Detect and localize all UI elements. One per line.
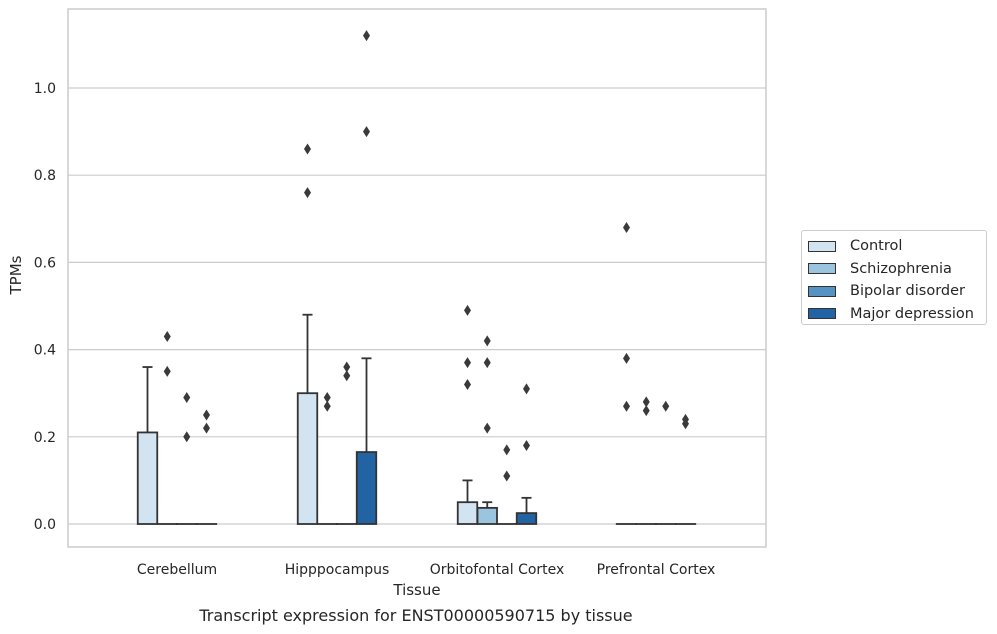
bar [476,506,498,525]
y-tick-labels: 0.0 0.2 0.4 0.6 0.8 1.0 [34,81,56,533]
legend-item-schizophrenia: Schizophrenia [808,258,986,281]
y-tick-label: 0.0 [34,517,56,533]
legend-item-control: Control [808,235,986,258]
outlier-point [623,352,630,364]
y-tick-label: 0.4 [34,343,56,359]
legend-label-bipolar-disorder: Bipolar disorder [850,283,965,300]
legend-swatch-schizophrenia [808,263,836,275]
outlier-point [203,422,210,434]
outlier-point [343,361,351,373]
outlier-point [464,304,471,316]
outlier-point [183,431,191,443]
legend-label-schizophrenia: Schizophrenia [850,260,952,277]
outlier-point [163,331,171,343]
x-tick-labels: Cerebellum Hipppocampus Orbitofontal Corte… [137,562,715,578]
outlier-point [323,392,331,404]
bar [515,512,538,525]
bars [136,313,697,525]
plot-frame [67,8,767,548]
legend: Control Schizophrenia Bipolar disorder M… [801,230,987,325]
outlier-points [163,30,689,482]
outlier-point [523,440,530,452]
outlier-point [623,400,630,412]
x-tick-label: Prefrontal Cortex [597,562,716,578]
figure-caption: Transcript expression for ENST0000059071… [199,606,633,625]
outlier-point [304,143,311,155]
legend-swatch-control [808,240,836,252]
outlier-point [183,392,191,404]
y-tick-label: 0.6 [34,255,56,271]
outlier-point [203,409,210,421]
outlier-point [163,365,171,377]
x-tick-label: Orbitofontal Cortex [430,562,565,578]
legend-swatch-major-depression [808,308,836,320]
outlier-point [623,222,630,234]
x-tick-label: Cerebellum [137,562,217,578]
x-axis-label: Tissue [392,581,440,599]
y-tick-label: 1.0 [34,81,56,97]
y-axis-label: TPMs [7,255,25,295]
outlier-point [304,187,311,199]
outlier-point [682,413,689,425]
outlier-point [464,378,471,390]
bar [136,431,159,525]
outlier-point [343,370,351,382]
bar [355,451,378,525]
outlier-point [363,30,370,42]
bar [456,501,479,525]
outlier-point [483,357,491,369]
outlier-point [662,400,670,412]
outlier-point [323,400,331,412]
y-tick-label: 0.2 [34,430,56,446]
legend-item-bipolar-disorder: Bipolar disorder [808,280,986,303]
x-tick-label: Hipppocampus [285,562,390,578]
outlier-point [483,335,491,347]
outlier-point [523,383,530,395]
outlier-point [503,470,511,482]
legend-swatch-bipolar-disorder [808,285,836,297]
outlier-point [363,126,370,138]
bar [296,392,319,525]
legend-label-control: Control [850,238,903,255]
legend-item-major-depression: Major depression [808,303,986,326]
y-tick-label: 0.8 [34,168,56,184]
outlier-point [503,444,511,456]
outlier-point [642,405,650,417]
outlier-point [642,396,650,408]
outlier-point [483,422,491,434]
legend-label-major-depression: Major depression [850,305,974,322]
y-gridlines [68,87,766,525]
outlier-point [464,357,471,369]
